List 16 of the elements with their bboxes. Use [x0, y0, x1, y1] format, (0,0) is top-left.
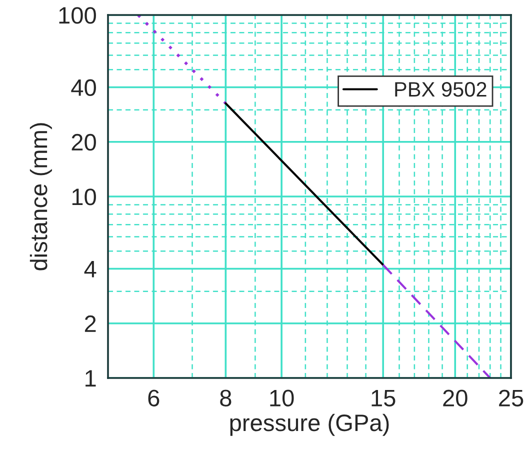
y-axis-title: distance (mm)	[30, 123, 52, 270]
y-tick-label: 4	[84, 261, 96, 278]
y-tick-label: 1	[86, 370, 96, 387]
x-tick-label: 20	[443, 390, 468, 406]
legend-label: PBX 9502	[395, 82, 486, 97]
x-tick-label: 10	[270, 390, 294, 406]
x-axis-title: pressure (GPa)	[230, 414, 389, 436]
y-tick-label: 20	[72, 134, 96, 151]
x-tick-label: 15	[372, 390, 396, 406]
x-tick-label: 25	[499, 390, 524, 406]
x-tick-label: 6	[148, 390, 160, 406]
y-tick-label: 10	[72, 188, 96, 206]
y-tick-label: 40	[71, 79, 96, 96]
y-tick-label: 100	[59, 7, 96, 24]
x-tick-label: 8	[220, 390, 232, 406]
y-tick-label: 2	[84, 315, 96, 332]
